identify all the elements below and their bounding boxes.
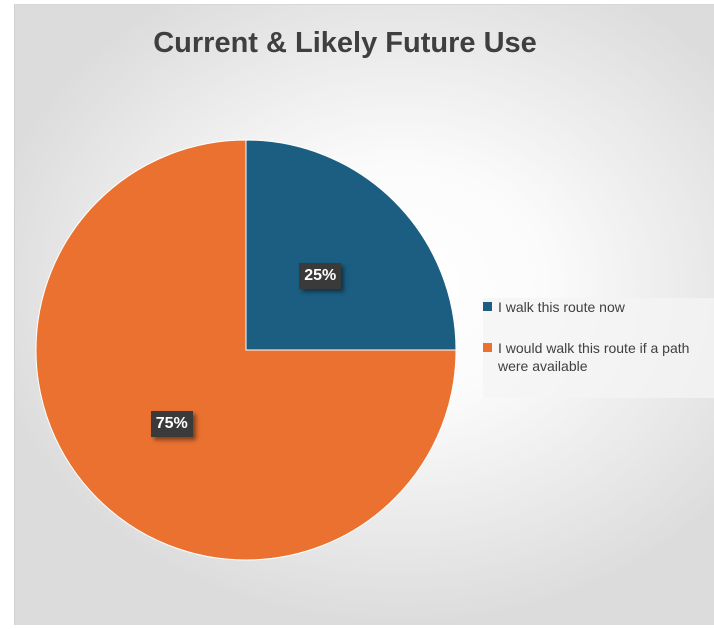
legend-swatch-walk-now: [483, 302, 492, 311]
pie-slice-walk-now: [245, 139, 457, 351]
data-label-would-walk: 75%: [150, 411, 193, 438]
legend-swatch-would-walk: [483, 343, 492, 352]
legend-label-walk-now: I walk this route now: [498, 299, 625, 315]
legend: I walk this route now I would walk this …: [483, 298, 714, 398]
legend-item-walk-now: I walk this route now: [483, 298, 714, 316]
legend-label-would-walk: I would walk this route if a path were a…: [498, 340, 690, 374]
pie-chart: [35, 139, 457, 561]
pie-slice-would-walk: [35, 139, 457, 561]
legend-item-would-walk: I would walk this route if a path were a…: [483, 339, 714, 375]
chart-title: Current & Likely Future Use: [153, 27, 537, 59]
data-label-walk-now: 25%: [299, 262, 342, 289]
chart-area: Current & Likely Future Use 25% 75% I wal…: [14, 4, 714, 625]
